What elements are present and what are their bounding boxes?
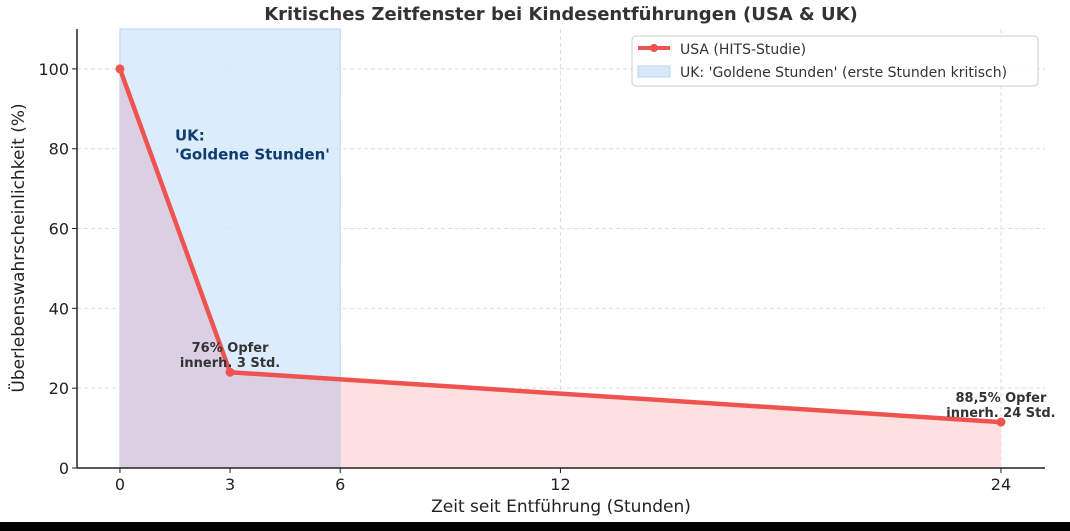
point-annotation: 76% Opfer	[192, 341, 269, 356]
y-tick-label: 0	[59, 459, 69, 478]
legend-uk: UK: 'Goldene Stunden' (erste Stunden kri…	[680, 65, 1007, 81]
usa-point	[115, 64, 125, 74]
uk-annotation: 'Goldene Stunden'	[175, 146, 330, 164]
chart-title: Kritisches Zeitfenster bei Kindesentführ…	[264, 4, 858, 25]
y-tick-label: 40	[49, 299, 69, 318]
legend: USA (HITS-Studie) UK: 'Goldene Stunden' …	[631, 35, 1039, 87]
point-annotation: innerh. 24 Std.	[946, 406, 1055, 421]
x-tick-label: 6	[335, 475, 345, 494]
x-axis-label: Zeit seit Entführung (Stunden)	[431, 497, 691, 517]
legend-usa: USA (HITS-Studie)	[680, 42, 806, 58]
point-annotation: innerh. 3 Std.	[180, 356, 280, 371]
x-tick-label: 24	[991, 475, 1011, 494]
legend-patch-icon	[637, 65, 671, 78]
overlap-fill	[119, 68, 341, 468]
bottom-bar	[0, 522, 1070, 531]
y-tick-label: 100	[38, 60, 69, 79]
legend-marker-icon	[650, 44, 658, 52]
x-tick-label: 3	[225, 475, 235, 494]
x-tick-label: 12	[550, 475, 570, 494]
usa-point	[225, 367, 235, 377]
y-axis-label: Überlebenswahrscheinlichkeit (%)	[7, 103, 29, 392]
y-tick-label: 60	[49, 220, 69, 239]
y-tick-label: 80	[49, 140, 69, 159]
y-tick-label: 20	[49, 379, 69, 398]
usa-point	[996, 417, 1006, 427]
uk-annotation: UK:	[175, 127, 205, 145]
point-annotation: 88,5% Opfer	[956, 391, 1047, 406]
x-tick-label: 0	[115, 475, 125, 494]
